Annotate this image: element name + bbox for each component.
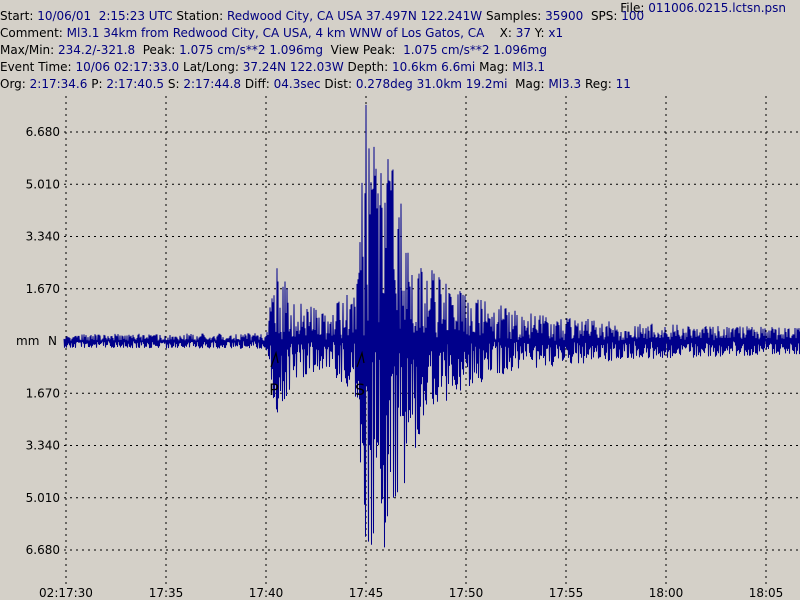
header-line-origin: Org: 2:17:34.6 P: 2:17:40.5 S: 2:17:44.8…: [0, 77, 631, 91]
x-tick-label: 17:50: [449, 586, 484, 600]
y-tick-label: 6.680: [26, 543, 60, 557]
x-tick-label: 18:05: [749, 586, 784, 600]
header-line-maxmin: Max/Min: 234.2/-321.8 Peak: 1.075 cm/s**…: [0, 43, 547, 57]
y-tick-label: 1.670: [26, 386, 60, 400]
pick-marker-s: [356, 350, 365, 368]
y-tick-label: 1.670: [26, 282, 60, 296]
channel-label: N: [48, 334, 57, 348]
x-tick-label: 17:55: [549, 586, 584, 600]
y-tick-label: 5.010: [26, 177, 60, 191]
seismic-trace: [63, 104, 800, 548]
header-line-start: Start: 10/06/01 2:15:23 UTC Station: Red…: [0, 9, 645, 23]
y-tick-labels: 6.680 5.010 3.340 1.670 1.670 3.340 5.010 6.680: [26, 125, 60, 557]
y-tick-label: 6.680: [26, 125, 60, 139]
x-tick-label: 02:17:30: [39, 586, 93, 600]
pick-label-p: P: [269, 380, 279, 399]
y-tick-label: 3.340: [26, 439, 60, 453]
file-name: 011006.0215.lctsn.psn: [648, 1, 786, 15]
x-tick-label: 17:40: [249, 586, 284, 600]
pick-marker-p: [270, 350, 279, 368]
y-unit-label: mm: [16, 334, 39, 348]
x-tick-labels: 02:17:30 17:35 17:40 17:45 17:50 17:55 18:00 18…: [39, 586, 783, 600]
x-tick-label: 17:35: [149, 586, 184, 600]
file-info: File: 011006.0215.lctsn.psn: [620, 1, 786, 15]
y-tick-label: 3.340: [26, 230, 60, 244]
x-tick-label: 17:45: [349, 586, 384, 600]
pick-label-s: S: [355, 380, 365, 399]
header-line-comment: Comment: Ml3.1 34km from Redwood City, C…: [0, 26, 564, 40]
header-line-event: Event Time: 10/06 02:17:33.0 Lat/Long: 3…: [0, 60, 546, 74]
x-tick-label: 18:00: [649, 586, 684, 600]
y-tick-label: 5.010: [26, 491, 60, 505]
